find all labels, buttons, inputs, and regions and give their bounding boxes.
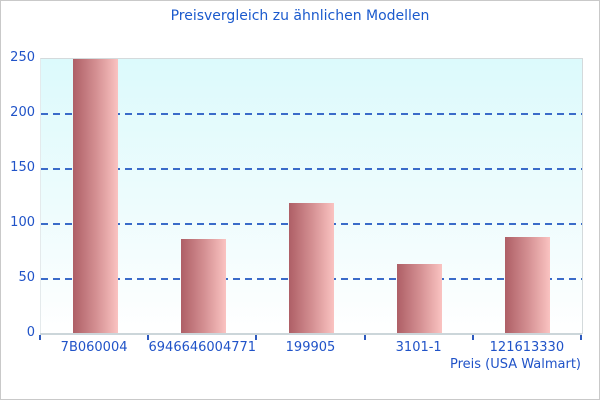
y-tick-label-100: 100 bbox=[10, 215, 35, 230]
gridline-150 bbox=[41, 168, 582, 170]
gridline-200 bbox=[41, 113, 582, 115]
x-axis-tick bbox=[580, 335, 582, 340]
x-axis-tick bbox=[39, 335, 41, 340]
y-tick-label-150: 150 bbox=[10, 160, 35, 175]
x-axis-line bbox=[40, 333, 582, 335]
x-axis-title: Preis (USA Walmart) bbox=[449, 357, 581, 372]
x-tick-label-3101-1: 3101-1 bbox=[395, 340, 442, 355]
x-axis-tick bbox=[147, 335, 150, 340]
bar-6946646004771 bbox=[180, 239, 226, 334]
bar-121613330 bbox=[505, 237, 551, 334]
x-axis-tick bbox=[255, 335, 258, 340]
y-tick-label-50: 50 bbox=[18, 270, 35, 285]
x-axis-tick bbox=[471, 335, 474, 340]
y-tick-label-250: 250 bbox=[10, 50, 35, 65]
chart-title: Preisvergleich zu ähnlichen Modellen bbox=[170, 8, 430, 24]
bar-7B060004 bbox=[72, 59, 118, 334]
y-tick-label-200: 200 bbox=[10, 105, 35, 120]
bar-3101-1 bbox=[397, 263, 443, 334]
bar-199905 bbox=[289, 203, 334, 334]
x-tick-label-199905: 199905 bbox=[285, 340, 336, 355]
x-axis-tick bbox=[363, 335, 366, 340]
x-tick-label-121613330: 121613330 bbox=[489, 340, 565, 355]
y-tick-label-0: 0 bbox=[26, 325, 35, 340]
x-tick-label-6946646004771: 6946646004771 bbox=[148, 340, 257, 355]
plot-area bbox=[40, 58, 583, 334]
x-tick-label-7B060004: 7B060004 bbox=[60, 340, 128, 355]
